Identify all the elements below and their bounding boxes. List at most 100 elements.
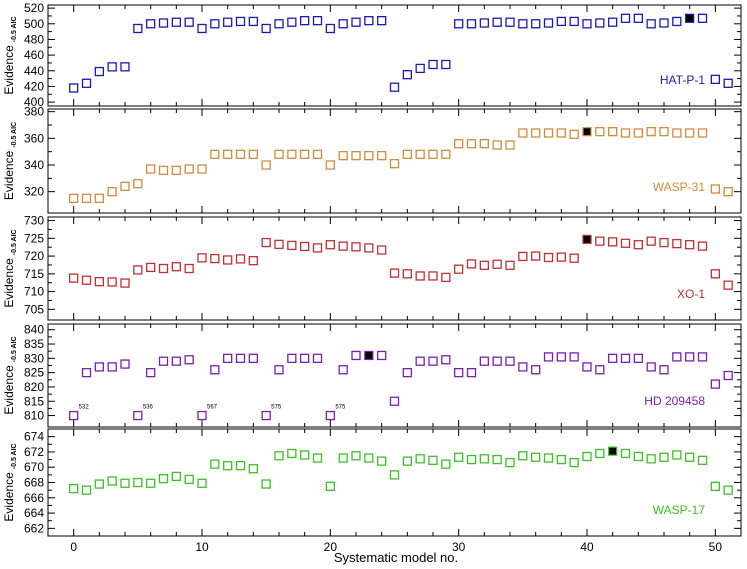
data-point — [556, 16, 566, 27]
data-point — [223, 17, 233, 27]
data-point — [171, 165, 181, 175]
data-point — [364, 243, 374, 253]
data-point — [274, 365, 284, 375]
data-point — [518, 251, 528, 262]
data-point — [608, 237, 618, 247]
data-point — [287, 17, 297, 27]
data-point — [723, 280, 733, 290]
data-point — [261, 410, 271, 421]
point-annotation: 536 — [143, 405, 154, 411]
data-point — [479, 260, 489, 270]
data-point — [81, 275, 92, 285]
data-point — [171, 262, 181, 272]
data-point — [723, 485, 733, 495]
data-point — [338, 453, 348, 463]
y-axis-label: Evidence-0.5 AIC — [2, 336, 18, 414]
data-point — [620, 238, 631, 248]
data-point — [441, 149, 451, 159]
x-tick-label: 0 — [70, 540, 77, 554]
data-point — [248, 149, 258, 159]
data-point — [441, 272, 451, 283]
data-point — [158, 165, 169, 175]
data-point — [107, 277, 117, 287]
data-point — [505, 260, 515, 270]
data-point — [543, 18, 554, 28]
data-point — [261, 23, 271, 34]
data-point — [248, 353, 258, 363]
y-tick-label: 835 — [24, 337, 44, 351]
data-point — [569, 16, 579, 27]
data-point — [107, 187, 117, 197]
data-point — [569, 253, 579, 263]
data-point — [338, 19, 348, 29]
y-tick-label: 840 — [24, 323, 44, 337]
data-point — [466, 259, 477, 269]
data-point — [723, 187, 733, 197]
y-tick-label: 820 — [24, 380, 44, 394]
data-point — [351, 151, 361, 161]
y-tick-label: 725 — [24, 231, 44, 245]
data-point — [94, 66, 104, 77]
y-tick-label: 500 — [24, 17, 44, 31]
data-point — [389, 82, 400, 92]
data-point — [133, 23, 143, 34]
data-point — [672, 16, 682, 27]
data-point — [595, 365, 605, 375]
data-point — [608, 17, 618, 27]
data-point — [300, 149, 310, 159]
data-point — [441, 459, 451, 469]
series-label: XO-1 — [677, 287, 705, 301]
data-point — [235, 461, 246, 471]
data-point — [428, 271, 438, 281]
data-point — [133, 179, 143, 189]
data-point — [710, 481, 720, 491]
panel-frame — [47, 216, 742, 321]
data-point — [107, 362, 117, 372]
data-point — [685, 240, 695, 250]
data-point — [543, 128, 554, 138]
data-point-best — [364, 350, 374, 361]
x-tick-label: 10 — [195, 540, 209, 554]
data-point — [466, 139, 477, 149]
y-tick-label: 460 — [24, 48, 44, 62]
data-point — [364, 16, 374, 26]
data-point — [325, 160, 335, 170]
data-point — [312, 16, 323, 26]
data-point — [620, 448, 631, 459]
data-point — [531, 452, 541, 462]
data-point — [274, 149, 284, 159]
data-point — [81, 367, 92, 378]
data-point — [287, 353, 297, 363]
data-point — [595, 127, 605, 137]
x-tick-label: 30 — [452, 540, 466, 554]
data-point — [582, 451, 592, 462]
data-point — [659, 365, 669, 375]
data-point — [69, 193, 79, 203]
data-point — [608, 353, 618, 363]
y-axis-label: Evidence-0.5 AIC — [2, 16, 18, 94]
data-point-best — [685, 13, 695, 23]
data-point — [569, 457, 579, 468]
data-point — [454, 139, 464, 149]
data-point — [454, 367, 464, 378]
data-point — [94, 362, 104, 372]
series-label: HAT-P-1 — [660, 73, 705, 87]
data-point — [69, 273, 79, 283]
data-point — [338, 241, 348, 251]
data-point-best — [582, 127, 592, 137]
data-point — [633, 128, 643, 138]
x-axis-label: Systematic model no. — [334, 550, 458, 565]
data-point — [312, 353, 323, 363]
data-point — [595, 236, 605, 246]
data-point — [158, 263, 169, 274]
data-point — [146, 19, 156, 29]
data-point — [659, 452, 669, 462]
data-point — [274, 451, 284, 461]
data-point — [595, 18, 605, 28]
y-tick-label: 710 — [24, 285, 44, 299]
data-point — [543, 453, 554, 463]
data-point — [582, 19, 592, 29]
data-point — [248, 464, 258, 474]
data-point — [197, 164, 207, 174]
data-point — [210, 365, 220, 375]
